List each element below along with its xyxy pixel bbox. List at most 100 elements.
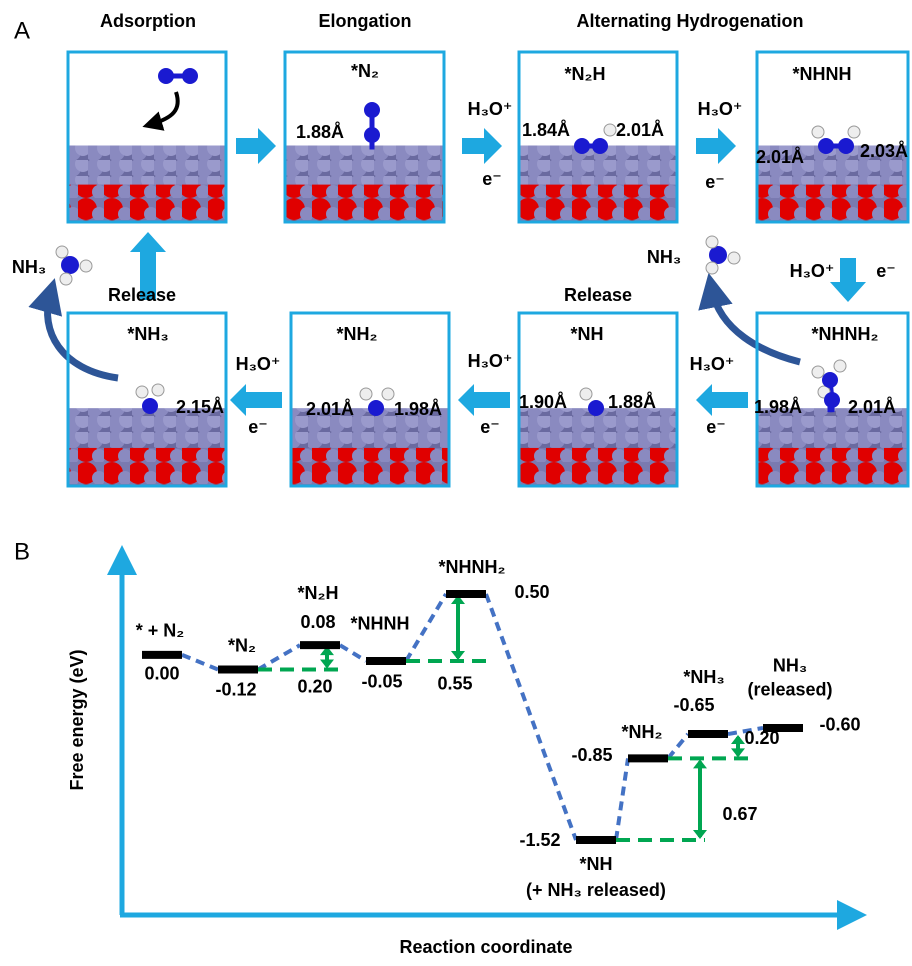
h-atom [834,360,846,372]
reagent-electron: e⁻ [482,169,502,189]
n-atom [818,138,834,154]
state-name: * + N₂ [136,621,185,641]
reagent-electron: e⁻ [876,261,896,281]
path-segment [258,645,300,669]
state-name: *NHNH [792,64,851,84]
h-atom [812,126,824,138]
panel-a: A Adsorption Elongation Alternating Hydr… [12,11,908,486]
state-name: *NH₃ [127,324,168,344]
bond-length: 2.03Å [860,141,908,161]
h-atom [580,388,592,400]
h-atom [604,124,616,136]
barrier-label: 0.67 [722,804,757,824]
step-arrow [830,258,866,302]
value-label: -0.85 [571,745,612,765]
n-atom [368,400,384,416]
state-name: NH₃ [773,656,807,676]
n-atom [824,392,840,408]
bond-length: 2.01Å [756,147,804,167]
path-segment [616,758,628,840]
barrier-label: 0.55 [437,674,472,694]
h-atom [382,388,394,400]
reagent-acid: H₃O⁺ [468,351,513,371]
n-atom [364,127,380,143]
state-name: *NH₃ [683,667,724,687]
state-name: *N₂ [351,61,379,81]
barrier-head [693,830,707,839]
step-arrow [236,128,276,164]
bond-length: 2.01Å [306,399,354,419]
release-label: Release [108,285,176,305]
adsorb-arrow [152,92,178,124]
reagent-electron: e⁻ [248,417,268,437]
surface-bottom [291,448,449,486]
path-segment [668,734,688,758]
product-label: NH₃ [12,257,46,277]
barrier-label: 0.20 [297,676,332,696]
bond-length: 1.98Å [754,397,802,417]
surface-bottom [519,448,677,486]
h-atom [136,386,148,398]
path-segment [486,594,576,840]
step-arrow [696,384,748,416]
surface-top [68,146,226,189]
state-name: *NH₂ [336,324,377,344]
surface-top [285,146,444,189]
n-atom [822,372,838,388]
h-atom [152,384,164,396]
panel-b: B Free energy (eV) Reaction coordinate 0… [14,538,861,956]
surface-bottom [519,185,677,222]
h-atom [848,126,860,138]
release-arrow [48,295,118,378]
n-atom [364,102,380,118]
reagent-electron: e⁻ [706,417,726,437]
value-label: 0.50 [514,582,549,602]
nh3-molecule [56,246,92,285]
panel-label: B [14,538,30,565]
path-segment [340,645,366,661]
n-atom [588,400,604,416]
surface-bottom [285,185,444,222]
barrier-head [320,660,334,669]
n-atom [142,398,158,414]
release-label: Release [564,285,632,305]
state-name: *N₂H [297,583,338,603]
reagent-acid: H₃O⁺ [790,261,835,281]
n-atom [574,138,590,154]
barrier-head [731,735,745,744]
h-atom [812,366,824,378]
surface-bottom [757,185,908,222]
state-name: *N₂ [228,635,256,655]
step-arrow [458,384,510,416]
state-note: (+ NH₃ released) [526,880,666,900]
state-name: *NHNH₂ [439,557,506,577]
surface-bottom [68,185,226,222]
nh3-molecule [706,236,740,274]
value-label: -0.05 [361,672,402,692]
bond-length: 2.01Å [616,120,664,140]
bond-length: 1.88Å [296,122,344,142]
reagent-acid: H₃O⁺ [468,99,513,119]
value-label: 0.08 [300,612,335,632]
surface-bottom [757,448,908,486]
figure: A Adsorption Elongation Alternating Hydr… [0,0,912,961]
bond-length: 1.90Å [519,392,567,412]
bond-length: 2.01Å [848,397,896,417]
state-name: *NHNH [350,614,409,634]
reagent-electron: e⁻ [480,417,500,437]
barrier-head [451,651,465,660]
state-name: *NH [570,324,603,344]
path-segment [182,655,218,670]
n-atom [838,138,854,154]
stage-header: Adsorption [100,11,196,31]
state-note: (released) [747,680,832,700]
state-name: *NH₂ [621,722,662,742]
value-label: -0.60 [819,715,860,735]
h-atom [360,388,372,400]
state-name: *N₂H [564,64,605,84]
barrier-head [693,759,707,768]
product-label: NH₃ [647,247,681,267]
state-name: *NHNH₂ [812,324,879,344]
value-label: -1.52 [519,830,560,850]
reagent-acid: H₃O⁺ [698,99,743,119]
